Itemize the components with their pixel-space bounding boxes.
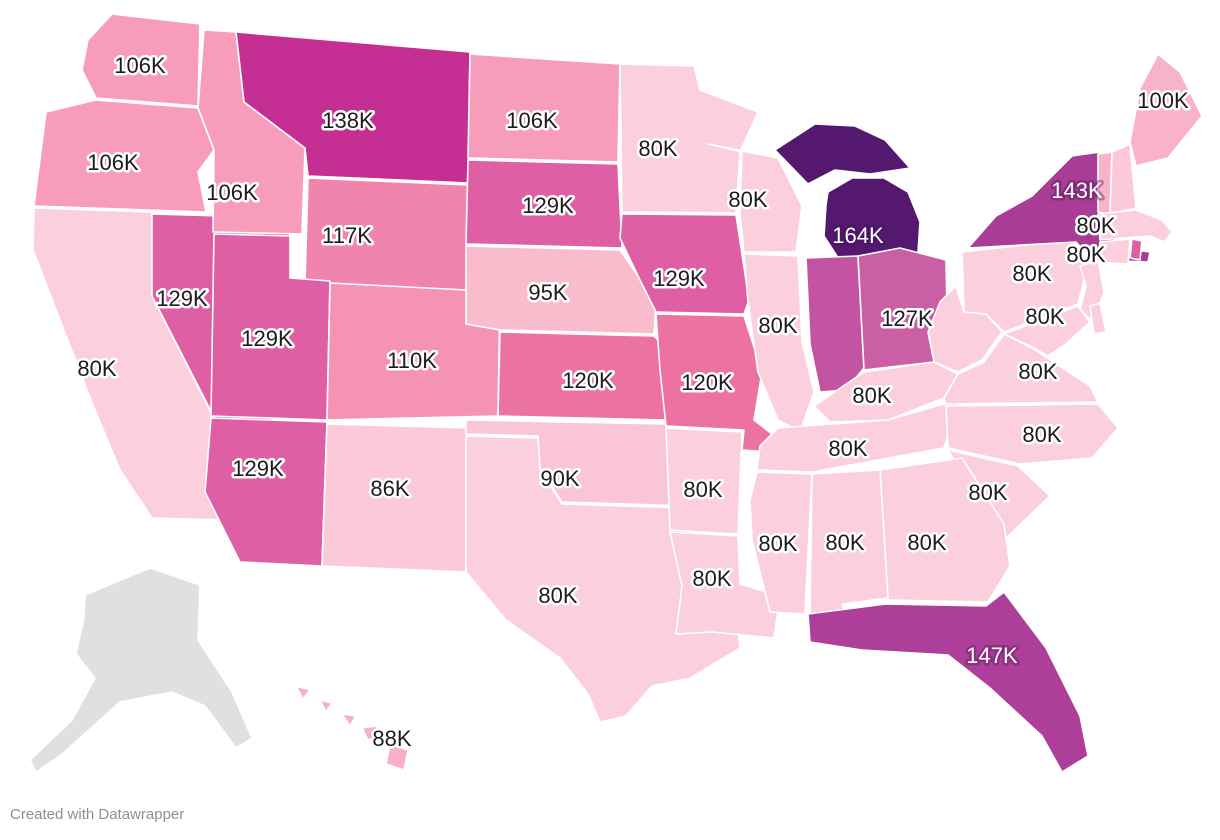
state-wisconsin[interactable]: [707, 143, 803, 253]
state-nebraska[interactable]: [465, 245, 657, 335]
state-utah[interactable]: [210, 233, 331, 421]
state-north-carolina[interactable]: [945, 403, 1119, 465]
state-maine[interactable]: [1129, 53, 1203, 167]
state-hawaii[interactable]: [295, 685, 409, 771]
state-indiana[interactable]: [805, 255, 865, 393]
state-washington[interactable]: [81, 13, 201, 107]
state-delaware[interactable]: [1089, 302, 1107, 335]
state-wyoming[interactable]: [304, 177, 469, 291]
state-pennsylvania[interactable]: [961, 239, 1089, 333]
state-rhode-island[interactable]: [1129, 238, 1143, 261]
state-kansas[interactable]: [497, 331, 667, 421]
state-louisiana[interactable]: [669, 531, 781, 639]
state-minnesota[interactable]: [619, 63, 759, 214]
us-map-svg: 106K 106K 80K 106K 129K 129K 129K 138K 1…: [29, 13, 1203, 773]
state-alabama[interactable]: [809, 469, 889, 617]
state-oregon[interactable]: [33, 99, 215, 213]
state-new-mexico[interactable]: [321, 423, 469, 573]
state-mississippi[interactable]: [749, 471, 813, 615]
state-maryland[interactable]: [1003, 305, 1091, 357]
state-iowa[interactable]: [619, 213, 750, 315]
state-south-dakota[interactable]: [465, 159, 623, 249]
datawrapper-attribution-link[interactable]: Created with Datawrapper: [10, 806, 185, 823]
state-new-hampshire[interactable]: [1109, 143, 1137, 215]
state-massachusetts[interactable]: [1097, 209, 1173, 243]
choropleth-map: 106K 106K 80K 106K 129K 129K 129K 138K 1…: [10, 13, 1203, 823]
states-layer: [29, 13, 1203, 773]
datawrapper-attribution: Created with Datawrapper: [10, 806, 184, 823]
state-connecticut[interactable]: [1097, 238, 1131, 265]
state-north-dakota[interactable]: [467, 53, 621, 163]
state-arkansas[interactable]: [665, 427, 743, 535]
state-florida[interactable]: [807, 591, 1089, 773]
state-alaska[interactable]: [29, 567, 253, 773]
state-arizona[interactable]: [204, 417, 328, 567]
state-georgia[interactable]: [879, 457, 1011, 603]
state-montana[interactable]: [235, 31, 471, 184]
